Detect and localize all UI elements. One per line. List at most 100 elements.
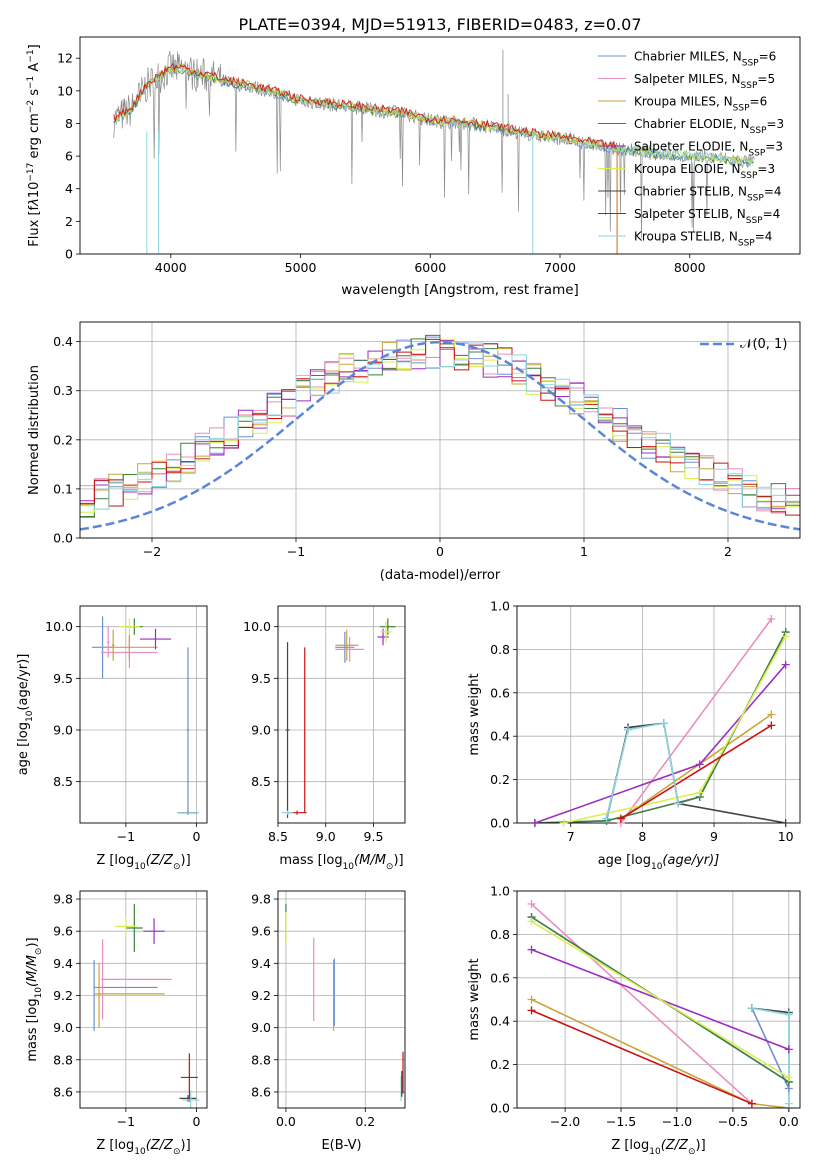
- x-axis-label-part: ⊙: [688, 1147, 696, 1157]
- y-axis-label-part: ⊙: [34, 948, 44, 956]
- y-axis-label: mass weight: [467, 958, 482, 1040]
- x-tick-label: −0.5: [718, 1114, 748, 1129]
- legend-entry-part: Kroupa MILES, N: [634, 95, 733, 109]
- x-tick-label: 0: [436, 544, 444, 559]
- y-axis-label: mass [log10(M/M⊙)]: [25, 937, 44, 1061]
- y-axis-label-part: Flux [f: [27, 205, 42, 246]
- x-axis-label-part: 10: [343, 862, 355, 872]
- y-tick-label: 9.0: [53, 1020, 73, 1035]
- x-tick-label: 0.0: [276, 1114, 296, 1129]
- x-tick-label: −2.0: [550, 1114, 580, 1129]
- x-axis-label-part: 10: [134, 862, 146, 872]
- x-axis-label-part: (Z/Z: [661, 1138, 689, 1153]
- y-axis-label-part: (M/M: [25, 955, 40, 987]
- x-tick-label: 0: [192, 829, 200, 844]
- legend-entry-part: =4: [764, 185, 782, 199]
- y-tick-label: 12: [57, 51, 73, 66]
- mass-weight-line: [563, 636, 787, 823]
- y-tick-label: 9.4: [53, 956, 73, 971]
- x-axis-label-part: 10: [134, 1147, 146, 1157]
- x-axis-label-part: Z [log: [96, 1138, 134, 1153]
- x-axis-label-part: 10: [649, 1147, 661, 1157]
- mass-weight-line: [531, 1009, 753, 1105]
- y-axis-label-part: 10: [25, 710, 35, 722]
- y-axis-label: age [log10(age/yr)]: [16, 654, 35, 776]
- residual_hist-panel: −2 −1 0 1 2 0.0 0.1 0.2 0.3 0.4 (data-model)/error…: [27, 321, 801, 583]
- y-tick-label: 9.8: [251, 892, 271, 907]
- age_vs_Z-panel: −1 08.59.09.510.0Z [log10(Z/Z⊙)]age [log1…: [16, 605, 208, 872]
- x-axis-label-part: (Z/Z: [146, 1138, 174, 1153]
- axes-frame: [79, 321, 801, 539]
- x-tick-label: 8: [638, 829, 646, 844]
- plus-marker: [781, 660, 790, 669]
- plus-marker: [659, 719, 668, 728]
- mass_vs_ebv-plot-area: [285, 903, 404, 1102]
- y-axis-label-part: 10: [34, 987, 44, 999]
- histogram-step: [80, 338, 800, 516]
- plus-marker: [747, 1004, 756, 1013]
- axes-frame: [277, 605, 406, 824]
- axes-frame: [516, 890, 801, 1109]
- legend-entry-part: SSP: [738, 239, 755, 249]
- legend-entry: Chabrier STELIB, NSSP=4: [634, 185, 782, 204]
- plus-marker: [527, 900, 536, 909]
- x-axis-label-part: )]: [696, 1138, 706, 1153]
- y-tick-label: 0.0: [490, 1101, 510, 1116]
- legend-entry-part: =6: [750, 95, 768, 109]
- axes-frame: [516, 605, 801, 824]
- x-tick-label: 8000: [674, 260, 706, 275]
- plus-marker: [527, 995, 536, 1004]
- x-axis-label-part: (M/M: [354, 853, 386, 868]
- legend-entry: Salpeter ELODIE, NSSP=3: [634, 140, 783, 159]
- y-tick-label: 8: [65, 116, 73, 131]
- legend-entry-part: Salpeter ELODIE, N: [634, 140, 748, 154]
- plus-marker: [624, 725, 633, 734]
- y-axis-label-part: erg cm: [27, 113, 42, 162]
- y-tick-label: 1.0: [490, 884, 510, 899]
- y-tick-label: 8.8: [53, 1052, 73, 1067]
- mass_vs_Z-plot-area: [93, 903, 200, 1108]
- plus-marker: [781, 632, 790, 641]
- y-tick-label: 9.2: [53, 988, 73, 1003]
- legend-entry: Kroupa ELODIE, NSSP=3: [634, 162, 775, 181]
- y-tick-label: 0: [65, 247, 73, 262]
- y-tick-label: 8.6: [251, 1084, 271, 1099]
- legend-entry: Kroupa MILES, NSSP=6: [634, 95, 767, 114]
- plus-marker: [784, 1073, 793, 1082]
- x-tick-label: 9: [710, 829, 718, 844]
- x-axis-label: Z [log10(Z/Z⊙)]: [611, 1138, 705, 1157]
- x-axis-label-part: ⊙: [173, 1147, 181, 1157]
- model-spectrum-line: [113, 63, 618, 153]
- mass_vs_ebv-panel: 0.0 0.2 8.6 8.8 9.0 9.2 9.4 9.6 9.8 E(B-V): [251, 890, 406, 1153]
- legend-entry-part: Chabrier ELODIE, N: [634, 117, 750, 131]
- plus-marker: [747, 1099, 756, 1108]
- model-spectrum-line: [113, 62, 618, 150]
- legend-entry: Chabrier ELODIE, NSSP=3: [634, 117, 784, 136]
- plus-marker: [616, 814, 625, 823]
- x-tick-label: −1.5: [606, 1114, 636, 1129]
- x-tick-label: −1: [117, 829, 135, 844]
- x-axis-label-part: mass [log: [279, 853, 342, 868]
- y-tick-label: 1.0: [490, 599, 510, 614]
- mass-weight-line: [531, 916, 790, 1089]
- plus-marker: [781, 819, 790, 827]
- legend-entry-part: Chabrier MILES, N: [634, 50, 742, 64]
- y-tick-label: 9.0: [251, 723, 271, 738]
- x-axis-label-part: Z [log: [96, 853, 134, 868]
- mass-weight-line: [534, 664, 787, 823]
- spectrum-panel: 4000 5000 6000 7000 8000 0 2 4 6 8 10 12 wavelength …: [26, 36, 801, 298]
- x-axis-label: Z [log10(Z/Z⊙)]: [96, 1138, 190, 1157]
- y-axis-label-part: λ: [27, 198, 42, 207]
- residual_hist-plot-area: [80, 334, 800, 531]
- y-tick-label: 9.8: [53, 892, 73, 907]
- legend-entry-part: Salpeter STELIB, N: [634, 207, 746, 221]
- y-axis-label-part: −1: [26, 76, 36, 89]
- x-axis-label-part: (age/yr)]: [662, 853, 719, 868]
- y-tick-label: 0.4: [53, 334, 73, 349]
- axes-frame: [79, 605, 208, 824]
- legend-entry-part: =5: [757, 72, 775, 86]
- x-axis-label: age [log10(age/yr)]: [598, 853, 720, 872]
- y-axis-label-part: (age/yr)]: [16, 654, 31, 711]
- y-tick-label: 6: [65, 149, 73, 164]
- x-axis-label-part: Z [log: [611, 1138, 649, 1153]
